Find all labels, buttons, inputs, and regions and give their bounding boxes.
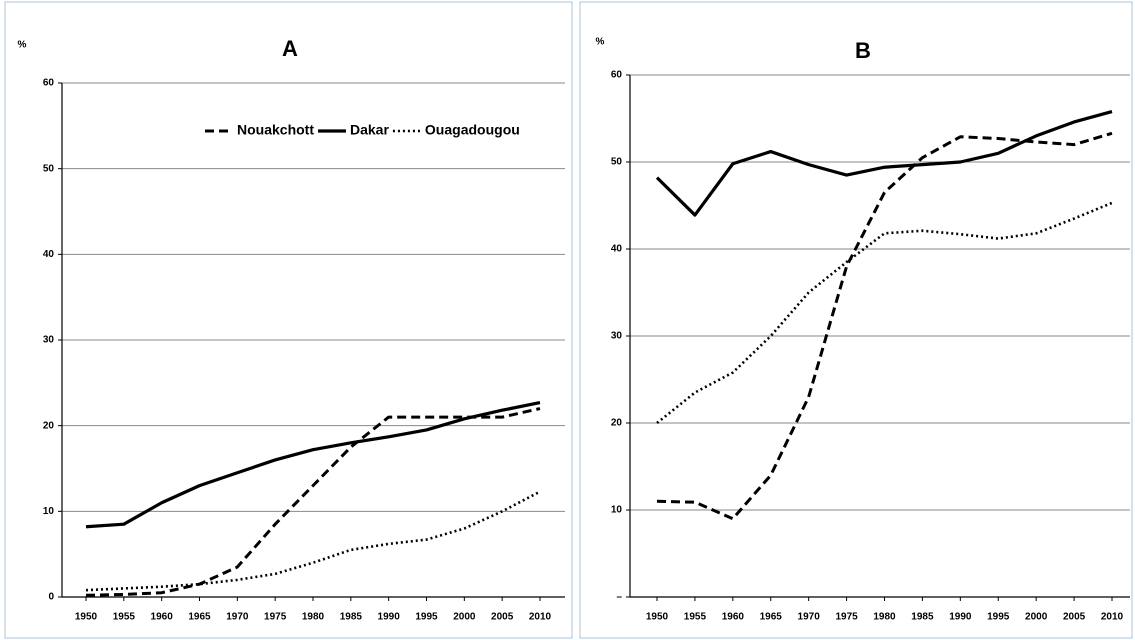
- y-tick-label: –: [616, 592, 622, 603]
- x-tick-label: 1995: [987, 612, 1010, 623]
- y-tick-label: 10: [611, 505, 623, 516]
- chart-title: A: [282, 36, 298, 61]
- series-line: [655, 109, 1113, 217]
- x-tick-label: 2010: [529, 612, 552, 623]
- x-tick-label: 2000: [453, 612, 476, 623]
- y-tick-label: 50: [611, 157, 623, 168]
- panel-border: [579, 1, 1133, 639]
- x-tick-label: 1975: [264, 612, 287, 623]
- x-tick-label: 1975: [835, 612, 858, 623]
- chart-title: B: [855, 38, 871, 63]
- y-tick-label: 20: [43, 420, 55, 431]
- x-tick-label: 1985: [340, 612, 363, 623]
- y-tick-label: 0: [48, 592, 54, 603]
- x-tick-label: 1990: [378, 612, 401, 623]
- y-tick-label: 60: [43, 78, 55, 89]
- series-line: [656, 131, 1113, 521]
- series-line: [85, 407, 541, 597]
- y-tick-label: 30: [43, 335, 55, 346]
- y-tick-label: 40: [43, 249, 55, 260]
- legend-label: Ouagadougou: [425, 122, 520, 138]
- y-tick-label: 20: [611, 418, 623, 429]
- x-tick-label: 1990: [949, 612, 972, 623]
- y-tick-label: 60: [611, 70, 623, 81]
- series-line: [85, 490, 541, 592]
- x-tick-label: 1950: [75, 612, 98, 623]
- y-tick-label: 40: [611, 244, 623, 255]
- series-line: [656, 201, 1113, 425]
- x-tick-label: 1960: [722, 612, 745, 623]
- y-tick-label: 10: [43, 506, 55, 517]
- y-tick-label: 50: [43, 163, 55, 174]
- x-tick-label: 1985: [911, 612, 934, 623]
- x-tick-label: 2010: [1101, 612, 1124, 623]
- x-tick-label: 1965: [188, 612, 211, 623]
- x-tick-label: 1970: [798, 612, 821, 623]
- x-tick-label: 1970: [226, 612, 249, 623]
- series-line: [85, 400, 541, 529]
- panel-border: [4, 1, 573, 639]
- x-tick-label: 1965: [760, 612, 783, 623]
- x-tick-label: 2000: [1025, 612, 1048, 623]
- x-tick-label: 1955: [684, 612, 707, 623]
- x-tick-label: 1980: [873, 612, 896, 623]
- x-tick-label: 1950: [646, 612, 669, 623]
- legend-label: Dakar: [350, 122, 389, 138]
- x-tick-label: 1980: [302, 612, 325, 623]
- y-tick-label: 30: [611, 331, 623, 342]
- y-axis-label: %: [18, 40, 27, 51]
- x-tick-label: 1995: [415, 612, 438, 623]
- x-tick-label: 2005: [1063, 612, 1086, 623]
- legend-label: Nouakchott: [237, 122, 314, 138]
- y-axis-label: %: [596, 37, 605, 48]
- x-tick-label: 2005: [491, 612, 514, 623]
- x-tick-label: 1955: [113, 612, 136, 623]
- x-tick-label: 1960: [151, 612, 174, 623]
